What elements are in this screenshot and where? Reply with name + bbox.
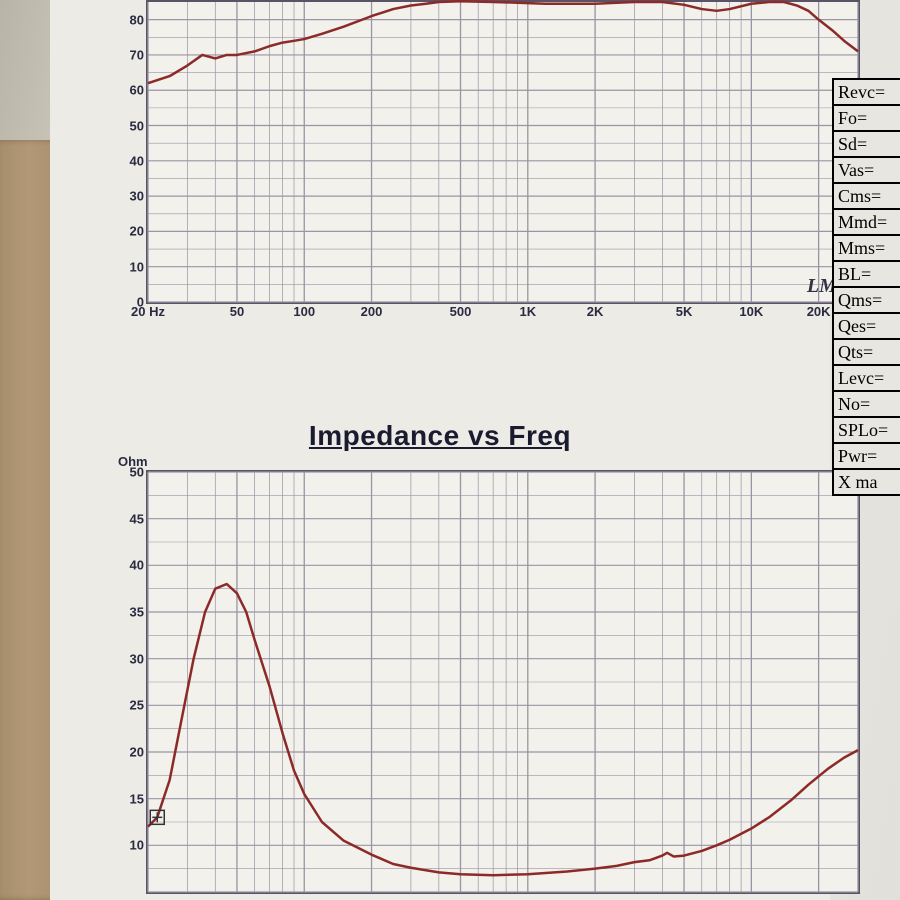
param-row: Cms= — [832, 184, 900, 210]
x-tick-label: 2K — [587, 302, 604, 319]
y-tick-label: 45 — [130, 511, 148, 526]
x-tick-label: 1K — [519, 302, 536, 319]
x-tick-label: 20K — [807, 302, 831, 319]
y-tick-label: 50 — [130, 465, 148, 480]
param-row: X ma — [832, 470, 900, 496]
y-tick-label: 50 — [130, 118, 148, 133]
param-row: Sd= — [832, 132, 900, 158]
y-tick-label: 60 — [130, 83, 148, 98]
impedance-chart-title: Impedance vs Freq — [309, 420, 571, 452]
x-tick-label: 20 Hz — [131, 302, 165, 319]
spl-chart-svg — [148, 2, 858, 302]
param-row: Mmd= — [832, 210, 900, 236]
y-tick-label: 15 — [130, 791, 148, 806]
param-row: Levc= — [832, 366, 900, 392]
param-row: Vas= — [832, 158, 900, 184]
parameter-table: Revc=Fo=Sd=Vas=Cms=Mmd=Mms=BL=Qms=Qes=Qt… — [832, 78, 900, 496]
x-tick-label: 100 — [293, 302, 315, 319]
x-tick-label: 5K — [676, 302, 693, 319]
y-tick-label: 40 — [130, 558, 148, 573]
y-tick-label: 40 — [130, 153, 148, 168]
param-row: Qms= — [832, 288, 900, 314]
y-tick-label: 70 — [130, 47, 148, 62]
param-row: No= — [832, 392, 900, 418]
spl-chart: LMS 0102030405060708020 Hz501002005001K2… — [146, 0, 860, 304]
x-tick-label: 200 — [361, 302, 383, 319]
y-tick-label: 10 — [130, 838, 148, 853]
param-row: Mms= — [832, 236, 900, 262]
param-row: Qes= — [832, 314, 900, 340]
param-row: Fo= — [832, 106, 900, 132]
y-tick-label: 20 — [130, 745, 148, 760]
param-row: SPLo= — [832, 418, 900, 444]
y-tick-label: 35 — [130, 605, 148, 620]
y-tick-label: 10 — [130, 259, 148, 274]
param-row: Revc= — [832, 80, 900, 106]
impedance-chart-svg — [148, 472, 858, 892]
x-tick-label: 500 — [450, 302, 472, 319]
y-tick-label: 25 — [130, 698, 148, 713]
y-tick-label: 30 — [130, 651, 148, 666]
param-row: BL= — [832, 262, 900, 288]
param-row: Pwr= — [832, 444, 900, 470]
y-tick-label: 20 — [130, 224, 148, 239]
y-tick-label: 30 — [130, 189, 148, 204]
x-tick-label: 50 — [230, 302, 244, 319]
param-row: Qts= — [832, 340, 900, 366]
x-tick-label: 10K — [739, 302, 763, 319]
impedance-chart: Ohm 101520253035404550 — [146, 470, 860, 894]
y-tick-label: 80 — [130, 12, 148, 27]
paper-sheet: LMS 0102030405060708020 Hz501002005001K2… — [50, 0, 830, 900]
